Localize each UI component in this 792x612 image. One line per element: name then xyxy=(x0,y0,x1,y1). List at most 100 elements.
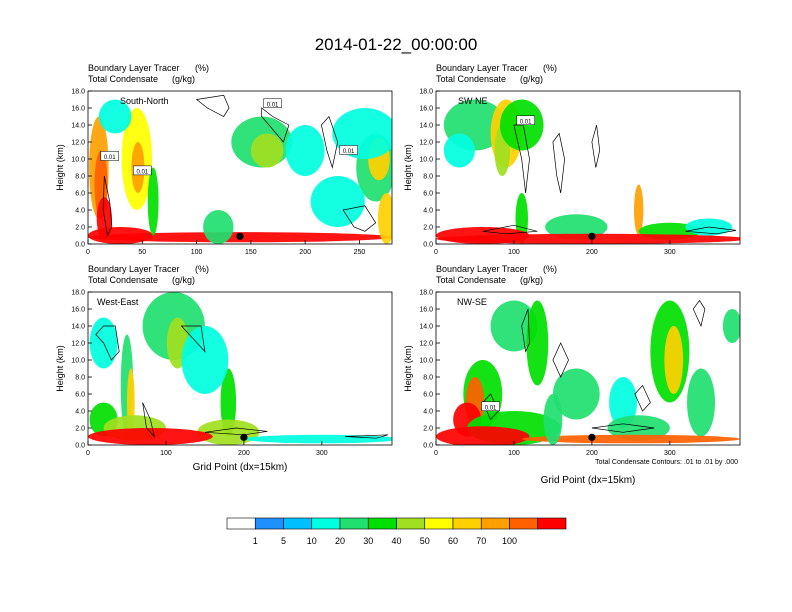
condensate-contour xyxy=(142,402,155,438)
condensate-contour xyxy=(321,115,339,169)
tracer-fill xyxy=(436,99,740,244)
contour-label: 0.01 xyxy=(343,149,355,155)
condensate-contour xyxy=(692,299,706,328)
panel-nw-se: Boundary Layer Tracer (%) Total Condensa… xyxy=(403,264,741,486)
y-tick-label: 16.0 xyxy=(419,106,433,113)
colorbar-label: 100 xyxy=(502,536,517,546)
panel-west-east: Boundary Layer Tracer (%) Total Condensa… xyxy=(55,264,393,473)
y-tick-label: 4.0 xyxy=(423,208,433,215)
y-tick-label: 0.0 xyxy=(423,242,433,249)
colorbar-swatch xyxy=(311,517,341,530)
x-tick-label: 200 xyxy=(586,450,598,457)
y-tick-label: 4.0 xyxy=(423,409,433,416)
y-tick-label: 6.0 xyxy=(423,191,433,198)
colorbar-swatch xyxy=(537,517,567,530)
y-tick-label: 2.0 xyxy=(75,426,85,433)
x-tick-label: 0 xyxy=(434,450,438,457)
y-tick-label: 6.0 xyxy=(75,191,85,198)
contour-label-box xyxy=(516,115,535,125)
panel-label: SW NE xyxy=(458,96,488,106)
contour-labels: 0.01 xyxy=(516,115,535,125)
condensate-contour xyxy=(95,325,120,361)
colorbar-label: 1 xyxy=(253,536,258,546)
condensate-contour xyxy=(591,423,655,433)
y-tick-label: 8.0 xyxy=(75,174,85,181)
tracer-cell xyxy=(552,368,600,420)
panel-sw-ne: Boundary Layer Tracer (%) Total Condensa… xyxy=(403,63,741,256)
panel-left-title-2: Total Condensate xyxy=(88,275,158,285)
plot-frame xyxy=(87,291,393,446)
condensate-contour xyxy=(345,434,389,439)
y-axis-ticks: 0.0 2.0 4.0 6.0 8.0 10.0 12.0 14.0 16.0 18.0 xyxy=(71,290,92,450)
y-axis-label: Height (km) xyxy=(55,144,65,191)
panel-right-title-1: (%) xyxy=(195,63,209,73)
colorbar-label: 50 xyxy=(420,536,430,546)
panel-left-title-1: Boundary Layer Tracer xyxy=(436,264,528,274)
y-axis-label: Height (km) xyxy=(403,345,413,392)
location-marker xyxy=(240,433,248,441)
contour-label-box xyxy=(481,401,500,411)
panel-label: West-East xyxy=(97,297,139,307)
x-tick-label: 250 xyxy=(354,249,366,256)
y-axis-ticks: 0.0 2.0 4.0 6.0 8.0 10.0 12.0 14.0 16.0 18.0 xyxy=(71,89,92,249)
y-tick-label: 10.0 xyxy=(419,358,433,365)
location-marker xyxy=(588,232,596,240)
x-tick-label: 300 xyxy=(664,450,676,457)
main-title: 2014-01-22_00:00:00 xyxy=(315,35,478,54)
y-tick-label: 10.0 xyxy=(419,157,433,164)
x-tick-label: 200 xyxy=(238,450,250,457)
x-axis-ticks: 0 100 200 300 xyxy=(434,240,676,256)
panel-left-title-1: Boundary Layer Tracer xyxy=(88,264,180,274)
condensate-contour xyxy=(261,107,290,143)
panel-left-title-2: Total Condensate xyxy=(436,74,506,84)
condensate-contour xyxy=(521,308,530,353)
panel-right-title-2: (g/kg) xyxy=(520,74,543,84)
panel-right-title-1: (%) xyxy=(543,264,557,274)
tracer-cell xyxy=(377,193,392,244)
panel-label: South-North xyxy=(120,96,169,106)
tracer-cell xyxy=(609,377,638,428)
colorbar-swatch xyxy=(424,517,454,530)
colorbar-swatch xyxy=(226,517,256,530)
colorbar-swatch xyxy=(339,517,369,530)
colorbar-swatch xyxy=(480,517,510,530)
y-tick-label: 12.0 xyxy=(419,140,433,147)
y-tick-label: 10.0 xyxy=(71,358,85,365)
y-tick-label: 12.0 xyxy=(71,341,85,348)
y-tick-label: 6.0 xyxy=(423,392,433,399)
condensate-contour xyxy=(634,384,651,412)
panel-left-title-2: Total Condensate xyxy=(88,74,158,84)
x-axis-ticks: 0 50 100 150 200 250 xyxy=(86,240,365,256)
contour-labels: 0.01 xyxy=(481,401,500,411)
x-tick-label: 0 xyxy=(86,450,90,457)
panel-south-north: Boundary Layer Tracer (%) Total Condensa… xyxy=(55,63,393,256)
colorbar-label: 10 xyxy=(307,536,317,546)
x-tick-label: 150 xyxy=(245,249,257,256)
y-axis-ticks: 0.0 2.0 4.0 6.0 8.0 10.0 12.0 14.0 16.0 18.0 xyxy=(419,290,440,450)
location-marker xyxy=(236,232,244,240)
condensate-contour xyxy=(180,325,206,353)
y-tick-label: 16.0 xyxy=(419,307,433,314)
y-tick-label: 18.0 xyxy=(419,89,433,96)
x-tick-label: 0 xyxy=(86,249,90,256)
tracer-cell xyxy=(686,368,716,437)
condensate-contour xyxy=(204,427,268,436)
x-tick-label: 200 xyxy=(299,249,311,256)
contour-label: 0.01 xyxy=(485,405,497,411)
panel-left-title-1: Boundary Layer Tracer xyxy=(88,63,180,73)
condensate-contours xyxy=(102,94,377,237)
panel-right-title-2: (g/kg) xyxy=(172,275,195,285)
x-tick-label: 0 xyxy=(434,249,438,256)
y-tick-label: 8.0 xyxy=(423,174,433,181)
tracer-cell xyxy=(220,368,237,437)
x-tick-label: 100 xyxy=(160,450,172,457)
y-tick-label: 2.0 xyxy=(423,225,433,232)
location-marker xyxy=(588,433,596,441)
plot-frame xyxy=(435,291,741,446)
y-tick-label: 0.0 xyxy=(75,443,85,450)
contour-label-box xyxy=(100,151,119,161)
panel-right-title-2: (g/kg) xyxy=(520,275,543,285)
x-tick-label: 100 xyxy=(508,450,520,457)
condensate-contour xyxy=(552,342,569,378)
